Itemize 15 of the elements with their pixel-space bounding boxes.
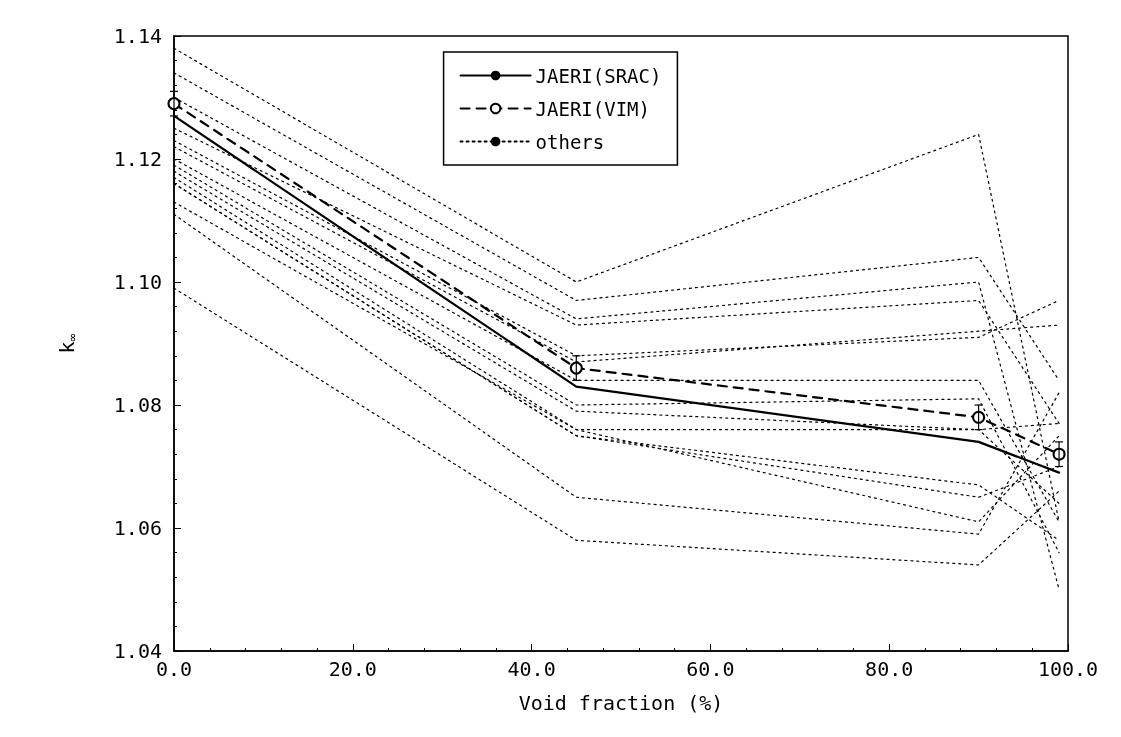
legend-label: others — [535, 130, 605, 153]
legend-label: JAERI(SRAC) — [535, 64, 662, 87]
x-tick-label: 40.0 — [507, 657, 556, 681]
x-tick-label: 60.0 — [686, 657, 735, 681]
legend-label: JAERI(VIM) — [535, 97, 650, 120]
y-tick-label: 1.12 — [113, 147, 162, 171]
x-axis-title: Void fraction (%) — [518, 691, 724, 715]
x-tick-label: 20.0 — [328, 657, 377, 681]
y-tick-label: 1.14 — [113, 24, 162, 48]
y-tick-label: 1.10 — [113, 270, 162, 294]
y-tick-label: 1.06 — [113, 516, 162, 540]
y-tick-label: 1.08 — [113, 393, 162, 417]
y-axis-title: k∞ — [54, 333, 80, 354]
x-tick-label: 100.0 — [1037, 657, 1099, 681]
x-tick-label: 80.0 — [865, 657, 914, 681]
